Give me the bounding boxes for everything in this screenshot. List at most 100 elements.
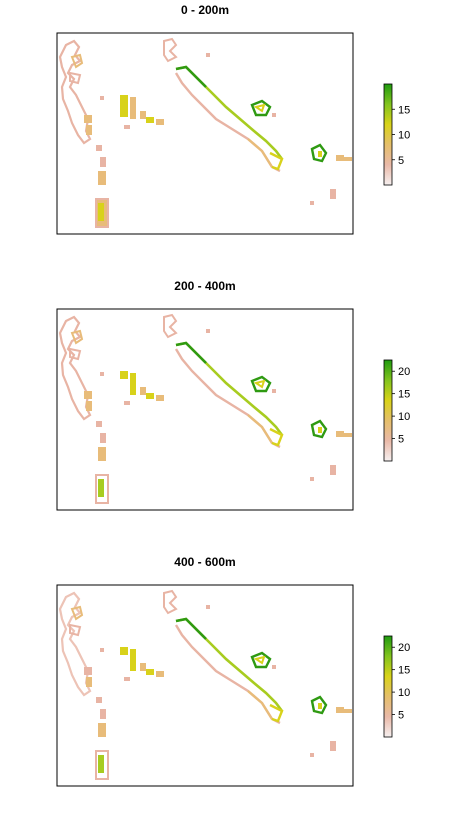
raster-cell (100, 157, 106, 167)
raster-cell (330, 465, 336, 475)
island-outline (310, 695, 328, 715)
raster-cell (86, 677, 92, 687)
legend-tick-label: 10 (398, 411, 410, 423)
raster-cell (156, 671, 164, 677)
legend-tick-label: 20 (398, 642, 410, 654)
raster-cell (86, 125, 92, 135)
legend-tick-label: 10 (398, 687, 410, 699)
raster-cell (98, 479, 104, 497)
legend-colour-bar (383, 83, 393, 186)
raster-cell (318, 703, 322, 709)
raster-cell (130, 373, 136, 395)
island-tip (269, 703, 284, 723)
raster-cell (146, 117, 154, 123)
raster-cell (98, 755, 104, 773)
raster-cell (100, 96, 104, 100)
raster-cell (336, 155, 344, 161)
map-panel-400-600m: 400 - 600m 5 10 15 20 (0, 555, 475, 830)
raster-cell (336, 431, 344, 437)
raster-cell (156, 119, 164, 125)
island-outline (250, 651, 272, 669)
map-panel-200-400m: 200 - 400m 5 10 15 20 (0, 279, 475, 554)
coast-segment (69, 347, 82, 361)
raster-cell (100, 433, 106, 443)
raster-cell (120, 95, 128, 117)
raster-cell (96, 421, 102, 427)
raster-cell (130, 97, 136, 119)
legend-tick-label: 10 (398, 130, 410, 142)
legend-tick-label: 5 (398, 155, 404, 167)
raster-cell (318, 151, 322, 157)
raster-cell (140, 663, 146, 671)
panel-title: 0 - 200m (180, 3, 230, 17)
legend-tick-label: 15 (398, 389, 410, 401)
raster-cell (84, 667, 92, 675)
raster-cell (96, 697, 102, 703)
map-figure: 5 10 15 20 (56, 308, 410, 511)
island-coast-north-deep (175, 617, 207, 640)
raster-cell (140, 111, 146, 119)
island-outline (310, 143, 328, 163)
island-outline (253, 379, 266, 389)
raster-cell (124, 401, 130, 405)
island-coast-north-deep (175, 341, 207, 364)
raster-cell (344, 157, 352, 161)
map-panel-0-200m: 0 - 200m 5 10 15 (0, 3, 475, 278)
island-coast-south-tan (247, 138, 274, 168)
panel-title: 400 - 600m (174, 555, 236, 569)
raster-cell (330, 741, 336, 751)
coast-segment (69, 623, 82, 637)
raster-cell (146, 393, 154, 399)
coast-segment (70, 53, 84, 69)
raster-cell (130, 649, 136, 671)
island-outline (310, 419, 328, 439)
coast-segment (70, 329, 84, 345)
raster-cell (86, 401, 92, 411)
raster-cell (310, 201, 314, 205)
raster-cell (98, 171, 106, 185)
raster-cell (98, 447, 106, 461)
raster-cell (120, 647, 128, 655)
raster-cell (96, 145, 102, 151)
islet-outline (163, 589, 178, 615)
raster-cell (98, 203, 104, 221)
raster-cell (120, 371, 128, 379)
map-figure: 5 10 15 20 (56, 584, 410, 787)
raster-map (56, 32, 354, 235)
island-coast-north-deep (175, 65, 207, 88)
raster-cell (140, 387, 146, 395)
raster-cell (146, 669, 154, 675)
legend-tick-label: 5 (398, 710, 404, 722)
island-coast-south-tan (247, 414, 274, 444)
raster-map (56, 308, 354, 511)
colour-legend: 5 10 15 20 (383, 359, 410, 462)
raster-cell (206, 605, 210, 609)
raster-cell (206, 53, 210, 57)
raster-cell (336, 707, 344, 713)
legend-tick-label: 15 (398, 104, 410, 116)
raster-cell (318, 427, 322, 433)
raster-cell (344, 433, 352, 437)
raster-cell (124, 677, 130, 681)
islet-outline (163, 313, 178, 339)
raster-cell (156, 395, 164, 401)
raster-cell (330, 189, 336, 199)
raster-cell (100, 648, 104, 652)
raster-cell (344, 709, 352, 713)
coast-segment (69, 71, 82, 85)
island-outline (250, 99, 272, 117)
colour-legend: 5 10 15 (383, 83, 410, 186)
island-tip (269, 151, 284, 171)
raster-cell (310, 477, 314, 481)
island-coast-south-tan (247, 690, 274, 720)
raster-cell (84, 391, 92, 399)
raster-map (56, 584, 354, 787)
island-outline (250, 375, 272, 393)
legend-colour-bar (383, 359, 393, 462)
raster-cell (272, 665, 276, 669)
raster-cell (272, 389, 276, 393)
map-figure: 5 10 15 (56, 32, 410, 235)
coast-segment (70, 605, 84, 621)
raster-cell (124, 125, 130, 129)
raster-cell (84, 115, 92, 123)
